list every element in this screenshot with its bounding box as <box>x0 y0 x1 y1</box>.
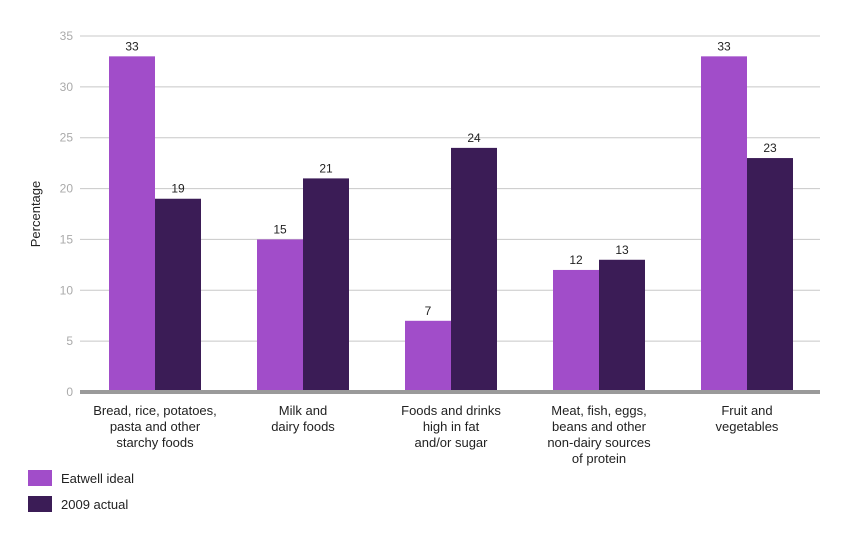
x-tick-label: pasta and other <box>110 419 201 434</box>
bar-2009-3 <box>599 259 645 392</box>
bar-2009-1 <box>303 178 349 392</box>
bar-eatwell-4 <box>701 56 747 392</box>
data-label: 12 <box>569 253 583 267</box>
x-tick-label: and/or sugar <box>415 435 489 450</box>
x-tick-label: of protein <box>572 451 626 466</box>
bar-eatwell-0 <box>109 56 155 392</box>
data-label: 21 <box>319 161 333 175</box>
x-tick-label: Foods and drinks <box>401 403 501 418</box>
legend-label-2009: 2009 actual <box>61 496 129 512</box>
y-tick-label: 15 <box>60 232 74 246</box>
data-label: 33 <box>717 39 731 53</box>
y-tick-label: 30 <box>60 80 74 94</box>
y-tick-label: 10 <box>60 283 74 297</box>
legend-label-eatwell: Eatwell ideal <box>61 470 134 486</box>
data-label: 7 <box>425 304 432 318</box>
data-label: 15 <box>273 222 287 236</box>
x-tick-label: dairy foods <box>271 419 335 434</box>
y-tick-label: 20 <box>60 182 74 196</box>
bar-eatwell-2 <box>405 320 451 392</box>
bar-2009-0 <box>155 198 201 392</box>
x-tick-label: Fruit and <box>721 403 772 418</box>
x-tick-label: Milk and <box>279 403 327 418</box>
x-tick-label: high in fat <box>423 419 480 434</box>
y-tick-label: 0 <box>66 385 73 399</box>
y-axis-label: Percentage <box>28 181 43 248</box>
bar-2009-2 <box>451 147 497 392</box>
bar-2009-4 <box>747 158 793 392</box>
data-label: 19 <box>171 182 185 196</box>
legend-swatch-eatwell <box>28 470 52 486</box>
legend-item-2009: 2009 actual <box>28 496 128 512</box>
x-tick-label: starchy foods <box>116 435 194 450</box>
bar-eatwell-1 <box>257 239 303 392</box>
data-label: 33 <box>125 39 139 53</box>
data-label: 23 <box>763 141 777 155</box>
legend-item-eatwell: Eatwell ideal <box>28 470 134 486</box>
x-tick-label: Bread, rice, potatoes, <box>93 403 217 418</box>
y-tick-label: 5 <box>66 334 73 348</box>
x-tick-label: vegetables <box>716 419 779 434</box>
y-tick-label: 25 <box>60 131 74 145</box>
x-tick-label: beans and other <box>552 419 647 434</box>
bar-eatwell-3 <box>553 269 599 392</box>
data-label: 13 <box>615 243 629 257</box>
legend-swatch-2009 <box>28 496 52 512</box>
data-label: 24 <box>467 131 481 145</box>
x-tick-label: non-dairy sources <box>547 435 651 450</box>
x-tick-label: Meat, fish, eggs, <box>551 403 646 418</box>
y-tick-label: 35 <box>60 29 74 43</box>
